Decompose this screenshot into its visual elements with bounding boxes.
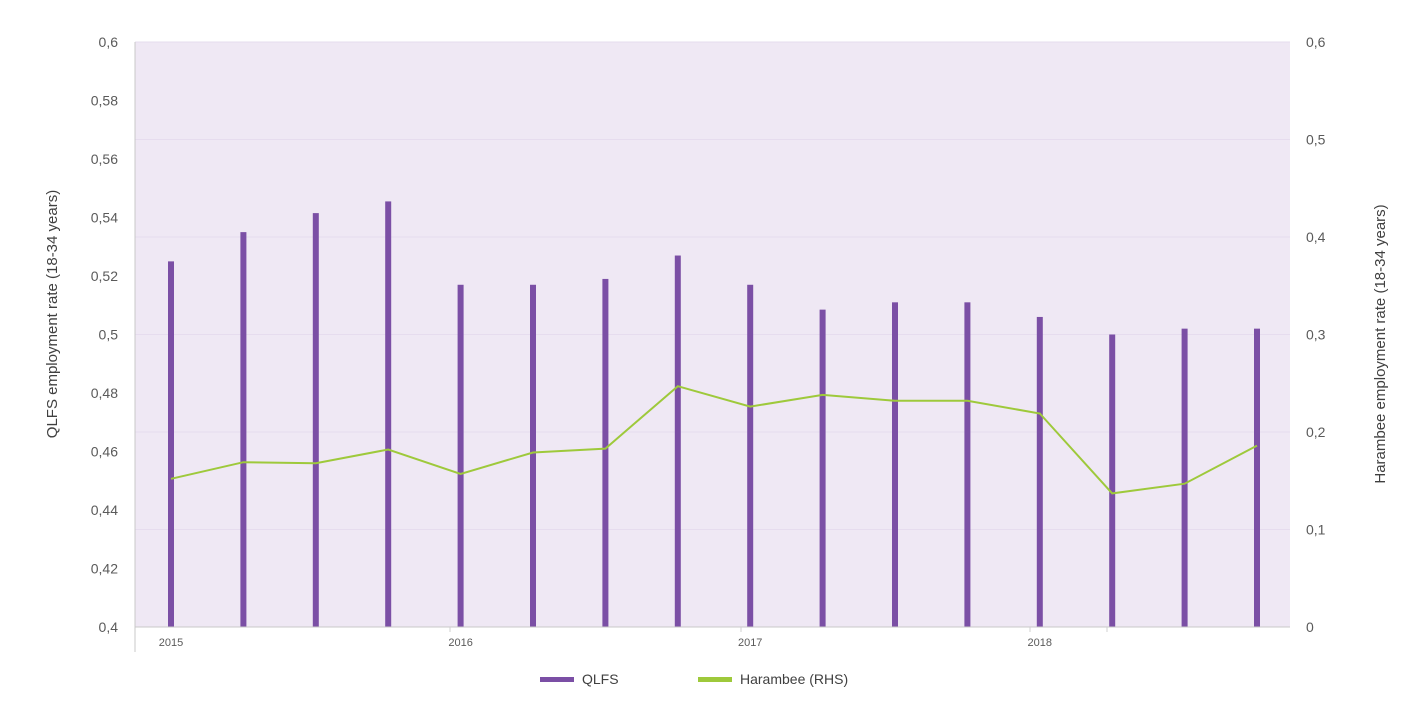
qlfs-bars xyxy=(168,201,1260,628)
y-tick-label-left: 0,44 xyxy=(91,502,118,518)
bar-qlfs xyxy=(819,309,826,627)
bar-qlfs xyxy=(530,284,536,627)
bar-qlfs xyxy=(457,284,464,627)
y-tick-label-left: 0,52 xyxy=(91,268,118,284)
y-tick-label-left: 0,54 xyxy=(91,210,118,226)
bar-qlfs xyxy=(1109,334,1116,627)
y-tick-label-right: 0,3 xyxy=(1306,327,1326,343)
bar-qlfs xyxy=(674,255,681,627)
y-tick-label-left: 0,48 xyxy=(91,385,118,401)
y-tick-label-left: 0,4 xyxy=(99,619,119,635)
right-axis-ticks: 0 0,1 0,2 0,3 0,4 0,5 0,6 xyxy=(1306,34,1326,635)
y-tick-label-right: 0,5 xyxy=(1306,132,1326,148)
bar-qlfs xyxy=(892,302,898,627)
bar-qlfs xyxy=(168,261,174,627)
harambee-line xyxy=(170,385,1258,495)
legend-swatch-qlfs xyxy=(540,676,574,682)
bar-qlfs xyxy=(385,201,392,627)
y-tick-label-left: 0,56 xyxy=(91,151,118,167)
chart-legend: QLFS Harambee (RHS) xyxy=(0,668,1427,690)
x-axis-ticks: 2015 2016 2017 2018 xyxy=(159,627,1108,649)
y-tick-label-left: 0,42 xyxy=(91,561,118,577)
y-tick-label-left: 0,58 xyxy=(91,93,118,109)
x-tick-label: 2017 xyxy=(738,637,762,649)
y-tick-label-left: 0,6 xyxy=(99,34,119,50)
bar-qlfs xyxy=(240,232,247,627)
x-tick-label: 2018 xyxy=(1028,637,1052,649)
x-tick-label: 2015 xyxy=(159,637,183,649)
legend-swatch-harambee xyxy=(698,676,732,682)
legend-item-harambee: Harambee (RHS) xyxy=(698,668,848,690)
bar-qlfs xyxy=(1254,328,1260,627)
bar-qlfs xyxy=(1036,316,1043,627)
y-tick-label-right: 0,6 xyxy=(1306,34,1326,50)
right-axis-title: Harambee employment rate (18-34 years) xyxy=(1372,204,1389,483)
y-tick-label-right: 0,2 xyxy=(1306,424,1326,440)
bar-qlfs xyxy=(312,213,319,628)
y-tick-label-left: 0,46 xyxy=(91,444,118,460)
legend-label-harambee: Harambee (RHS) xyxy=(740,671,849,687)
left-axis-title: QLFS employment rate (18-34 years) xyxy=(44,190,61,438)
bar-qlfs xyxy=(964,302,971,627)
y-tick-label-right: 0 xyxy=(1306,619,1314,635)
bar-qlfs xyxy=(602,278,609,627)
x-tick-label: 2016 xyxy=(448,637,472,649)
left-axis-ticks: 0,4 0,42 0,44 0,46 0,48 0,5 0,52 0,54 0,56 0,58 0,… xyxy=(91,34,118,635)
y-tick-label-right: 0,1 xyxy=(1306,522,1326,538)
y-tick-label-right: 0,4 xyxy=(1306,229,1326,245)
bar-qlfs xyxy=(747,284,754,627)
y-tick-label-left: 0,5 xyxy=(99,327,119,343)
legend-label-qlfs: QLFS xyxy=(582,671,619,687)
legend-item-qlfs: QLFS xyxy=(540,668,619,690)
bar-qlfs xyxy=(1181,328,1188,627)
